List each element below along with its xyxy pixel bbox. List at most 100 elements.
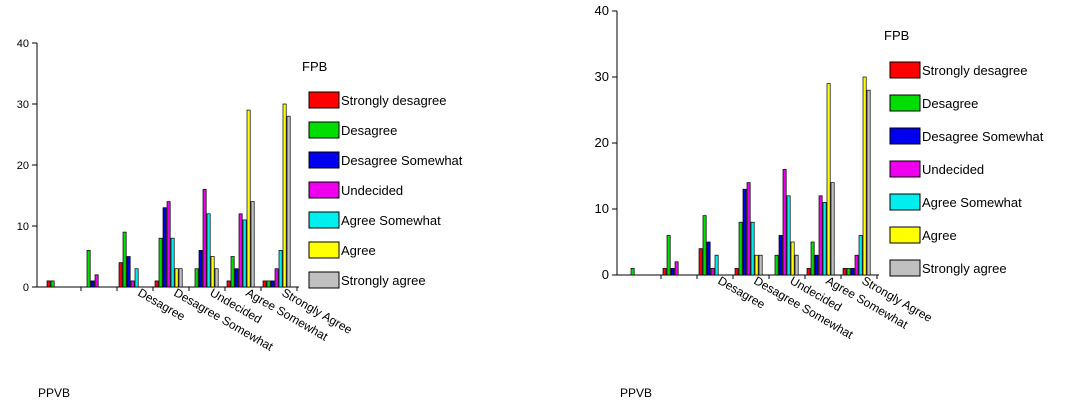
bar <box>706 241 711 276</box>
legend-swatch <box>308 241 340 259</box>
bar <box>274 268 279 288</box>
legend-label: Strongly agree <box>922 261 1007 276</box>
bar <box>234 268 239 288</box>
bar <box>262 280 267 288</box>
bar <box>750 221 755 276</box>
y-tick-label: 20 <box>595 135 609 150</box>
bar <box>270 280 275 288</box>
legend-item: Desagree Somewhat <box>308 151 463 169</box>
bar <box>194 268 199 288</box>
chart-2: 0 10 20 30 40 Desagree Desagree Somewhat Undeci… <box>595 3 1044 400</box>
bar <box>286 115 291 288</box>
bar <box>282 103 287 288</box>
bar <box>714 254 719 276</box>
legend-swatch <box>889 193 921 211</box>
bar <box>698 248 703 276</box>
legend-label: Strongly desagree <box>341 93 447 108</box>
bar <box>210 256 215 288</box>
bar <box>278 250 283 288</box>
bar <box>122 231 127 288</box>
y-tick-label: 30 <box>595 69 609 84</box>
legend-item: Desagree <box>889 94 978 112</box>
bar <box>238 213 243 288</box>
legend-swatch <box>889 160 921 178</box>
bar <box>782 169 787 276</box>
bar <box>758 254 763 276</box>
bar <box>662 268 667 276</box>
bar <box>754 254 759 276</box>
bar <box>46 280 51 288</box>
bar <box>166 201 171 288</box>
legend-item: Agree <box>889 226 957 244</box>
bar <box>174 268 179 288</box>
legend: FPB Strongly desagree Desagree Desagree Som… <box>302 59 463 289</box>
legend-item: Strongly desagree <box>889 61 1028 79</box>
bar <box>806 268 811 276</box>
bar <box>710 268 715 276</box>
legend-label: Strongly agree <box>341 273 426 288</box>
y-tick-label: 10 <box>595 201 609 216</box>
bar <box>830 182 835 276</box>
legend-swatch <box>308 271 340 289</box>
x-axis-title: PPVB <box>38 386 70 400</box>
bar <box>778 235 783 276</box>
y-tick-label: 0 <box>23 282 29 294</box>
legend-item: Desagree Somewhat <box>889 127 1044 145</box>
bar <box>206 213 211 288</box>
legend-label: Undecided <box>341 183 403 198</box>
x-axis-title: PPVB <box>620 386 652 400</box>
bar <box>846 268 851 276</box>
bar <box>850 268 855 276</box>
legend-label: Strongly desagree <box>922 63 1028 78</box>
bar <box>822 202 827 276</box>
legend-swatch <box>308 181 340 199</box>
legend-item: Agree <box>308 241 376 259</box>
legend-swatch <box>308 91 340 109</box>
legend-item: Agree Somewhat <box>308 211 441 229</box>
bar <box>130 280 135 288</box>
y-tick-label: 0 <box>602 267 609 282</box>
bar <box>866 89 871 276</box>
legend-item: Undecided <box>889 160 984 178</box>
legend-swatch <box>889 259 921 277</box>
bar <box>738 221 743 276</box>
legend-label: Agree <box>922 228 957 243</box>
legend-title: FPB <box>884 28 909 43</box>
bar <box>162 207 167 288</box>
legend-label: Agree <box>341 243 376 258</box>
bar <box>630 268 635 276</box>
legend-label: Desagree Somewhat <box>922 129 1044 144</box>
bar <box>826 83 831 276</box>
bar <box>94 274 99 288</box>
bar <box>242 219 247 288</box>
legend-swatch <box>889 94 921 112</box>
bar <box>818 195 823 276</box>
bar <box>202 189 207 288</box>
bar <box>250 201 255 288</box>
chart-1: 0 10 20 30 40 Desagree Desagree Somewhat Undeci… <box>17 38 463 400</box>
bar <box>814 254 819 276</box>
bar <box>226 280 231 288</box>
legend-label: Desagree <box>341 123 397 138</box>
bar <box>734 268 739 276</box>
bar <box>86 250 91 288</box>
legend-item: Desagree <box>308 121 397 139</box>
bar <box>214 268 219 288</box>
legend-label: Undecided <box>922 162 984 177</box>
bar <box>854 254 859 276</box>
y-tick-label: 40 <box>17 38 29 50</box>
bar <box>670 268 675 276</box>
y-tick-label: 10 <box>17 221 29 233</box>
bar <box>170 237 175 288</box>
bar <box>674 261 679 276</box>
bar <box>862 76 867 276</box>
bar <box>50 280 55 288</box>
legend-item: Agree Somewhat <box>889 193 1022 211</box>
bar <box>266 280 271 288</box>
bar <box>794 254 799 276</box>
legend-label: Agree Somewhat <box>341 213 441 228</box>
legend-swatch <box>308 151 340 169</box>
bar <box>134 268 139 288</box>
legend-title: FPB <box>302 59 327 74</box>
